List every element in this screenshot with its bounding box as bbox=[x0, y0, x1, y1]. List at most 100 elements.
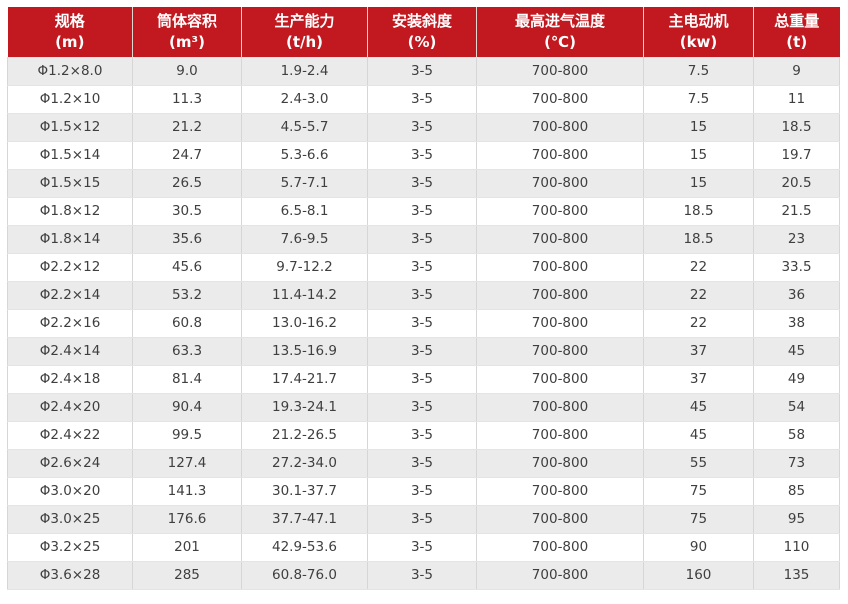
column-label: 筒体容积 bbox=[156, 11, 217, 30]
table-cell: Φ3.6×28 bbox=[7, 560, 133, 590]
table-row: Φ3.0×25 176.6 37.7-47.1 3-5 700-800 75 95 bbox=[7, 504, 840, 534]
table-body: Φ1.2×8.0 9.0 1.9-2.4 3-5 700-800 7.5 9 Φ1.2×10 1… bbox=[7, 56, 840, 590]
table-cell: 700-800 bbox=[476, 560, 644, 590]
spec-table-container: 规格 (m) 筒体容积 (m³) 生产能力 (t/h) 安装斜度 (%) 最高进气温度 (℃) 主电… bbox=[7, 7, 841, 590]
table-cell: 3-5 bbox=[367, 560, 477, 590]
table-row: Φ2.4×18 81.4 17.4-21.7 3-5 700-800 37 49 bbox=[7, 364, 840, 394]
table-cell: 700-800 bbox=[476, 140, 644, 170]
table-cell: 63.3 bbox=[132, 336, 242, 366]
table-cell: 700-800 bbox=[476, 448, 644, 478]
table-cell: 11.3 bbox=[132, 84, 242, 114]
table-cell: 54 bbox=[753, 392, 840, 422]
table-cell: 45.6 bbox=[132, 252, 242, 282]
table-cell: 18.5 bbox=[643, 224, 754, 254]
table-cell: 141.3 bbox=[132, 476, 242, 506]
table-row: Φ2.4×22 99.5 21.2-26.5 3-5 700-800 45 58 bbox=[7, 420, 840, 450]
table-cell: 285 bbox=[132, 560, 242, 590]
column-header-3: 生产能力 (t/h) bbox=[241, 7, 368, 57]
table-cell: 3-5 bbox=[367, 84, 477, 114]
table-cell: 33.5 bbox=[753, 252, 840, 282]
table-row: Φ1.5×14 24.7 5.3-6.6 3-5 700-800 15 19.7 bbox=[7, 140, 840, 170]
table-cell: 37 bbox=[643, 364, 754, 394]
table-cell: 1.9-2.4 bbox=[241, 56, 368, 86]
table-cell: 42.9-53.6 bbox=[241, 532, 368, 562]
table-cell: 9.7-12.2 bbox=[241, 252, 368, 282]
table-cell: 700-800 bbox=[476, 392, 644, 422]
table-cell: 45 bbox=[643, 420, 754, 450]
table-cell: 24.7 bbox=[132, 140, 242, 170]
table-cell: 19.3-24.1 bbox=[241, 392, 368, 422]
table-cell: 700-800 bbox=[476, 420, 644, 450]
table-row: Φ1.2×8.0 9.0 1.9-2.4 3-5 700-800 7.5 9 bbox=[7, 56, 840, 86]
table-cell: 99.5 bbox=[132, 420, 242, 450]
table-cell: 3-5 bbox=[367, 392, 477, 422]
column-unit: (t) bbox=[786, 32, 808, 51]
table-cell: 21.2-26.5 bbox=[241, 420, 368, 450]
table-cell: Φ3.0×20 bbox=[7, 476, 133, 506]
table-cell: Φ3.0×25 bbox=[7, 504, 133, 534]
table-cell: Φ1.5×14 bbox=[7, 140, 133, 170]
column-label: 规格 bbox=[54, 11, 85, 30]
column-unit: (℃) bbox=[544, 32, 576, 51]
table-cell: 22 bbox=[643, 308, 754, 338]
table-row: Φ1.8×12 30.5 6.5-8.1 3-5 700-800 18.5 21.5 bbox=[7, 196, 840, 226]
table-cell: 30.5 bbox=[132, 196, 242, 226]
column-header-2: 筒体容积 (m³) bbox=[132, 7, 242, 57]
table-cell: Φ1.5×12 bbox=[7, 112, 133, 142]
table-cell: 38 bbox=[753, 308, 840, 338]
table-row: Φ2.4×14 63.3 13.5-16.9 3-5 700-800 37 45 bbox=[7, 336, 840, 366]
rotary-dryer-spec-table: 规格 (m) 筒体容积 (m³) 生产能力 (t/h) 安装斜度 (%) 最高进气温度 (℃) 主电… bbox=[7, 7, 840, 590]
table-row: Φ3.0×20 141.3 30.1-37.7 3-5 700-800 75 85 bbox=[7, 476, 840, 506]
table-cell: 7.5 bbox=[643, 56, 754, 86]
table-cell: 20.5 bbox=[753, 168, 840, 198]
table-cell: 15 bbox=[643, 140, 754, 170]
table-cell: 3-5 bbox=[367, 280, 477, 310]
table-cell: 176.6 bbox=[132, 504, 242, 534]
table-cell: 3-5 bbox=[367, 224, 477, 254]
column-label: 最高进气温度 bbox=[514, 11, 605, 30]
table-cell: 18.5 bbox=[643, 196, 754, 226]
table-cell: 3-5 bbox=[367, 504, 477, 534]
table-cell: 30.1-37.7 bbox=[241, 476, 368, 506]
column-label: 安装斜度 bbox=[391, 11, 452, 30]
table-row: Φ2.4×20 90.4 19.3-24.1 3-5 700-800 45 54 bbox=[7, 392, 840, 422]
table-cell: 11.4-14.2 bbox=[241, 280, 368, 310]
table-cell: 19.7 bbox=[753, 140, 840, 170]
table-cell: 4.5-5.7 bbox=[241, 112, 368, 142]
table-row: Φ2.2×12 45.6 9.7-12.2 3-5 700-800 22 33.5 bbox=[7, 252, 840, 282]
table-cell: Φ2.4×14 bbox=[7, 336, 133, 366]
table-cell: 3-5 bbox=[367, 448, 477, 478]
table-cell: 3-5 bbox=[367, 336, 477, 366]
table-cell: 7.6-9.5 bbox=[241, 224, 368, 254]
table-cell: 21.5 bbox=[753, 196, 840, 226]
table-cell: 3-5 bbox=[367, 196, 477, 226]
table-cell: Φ2.2×14 bbox=[7, 280, 133, 310]
column-header-4: 安装斜度 (%) bbox=[367, 7, 477, 57]
table-row: Φ1.2×10 11.3 2.4-3.0 3-5 700-800 7.5 11 bbox=[7, 84, 840, 114]
table-cell: 35.6 bbox=[132, 224, 242, 254]
table-cell: 60.8 bbox=[132, 308, 242, 338]
table-cell: 3-5 bbox=[367, 112, 477, 142]
table-cell: 9 bbox=[753, 56, 840, 86]
column-unit: (m³) bbox=[169, 32, 205, 51]
table-cell: 700-800 bbox=[476, 532, 644, 562]
table-row: Φ3.6×28 285 60.8-76.0 3-5 700-800 160 135 bbox=[7, 560, 840, 590]
table-cell: Φ1.8×14 bbox=[7, 224, 133, 254]
table-cell: 3-5 bbox=[367, 364, 477, 394]
table-cell: 700-800 bbox=[476, 476, 644, 506]
table-cell: 5.3-6.6 bbox=[241, 140, 368, 170]
table-cell: 37.7-47.1 bbox=[241, 504, 368, 534]
header-row: 规格 (m) 筒体容积 (m³) 生产能力 (t/h) 安装斜度 (%) 最高进气温度 (℃) 主电… bbox=[7, 7, 840, 57]
table-cell: 27.2-34.0 bbox=[241, 448, 368, 478]
column-label: 主电动机 bbox=[668, 11, 729, 30]
table-cell: 3-5 bbox=[367, 140, 477, 170]
table-cell: 23 bbox=[753, 224, 840, 254]
column-unit: (kw) bbox=[679, 32, 718, 51]
table-cell: 700-800 bbox=[476, 280, 644, 310]
table-cell: 37 bbox=[643, 336, 754, 366]
table-cell: 3-5 bbox=[367, 420, 477, 450]
table-cell: 45 bbox=[753, 336, 840, 366]
table-head: 规格 (m) 筒体容积 (m³) 生产能力 (t/h) 安装斜度 (%) 最高进气温度 (℃) 主电… bbox=[7, 7, 840, 57]
column-unit: (m) bbox=[55, 32, 85, 51]
table-cell: 160 bbox=[643, 560, 754, 590]
